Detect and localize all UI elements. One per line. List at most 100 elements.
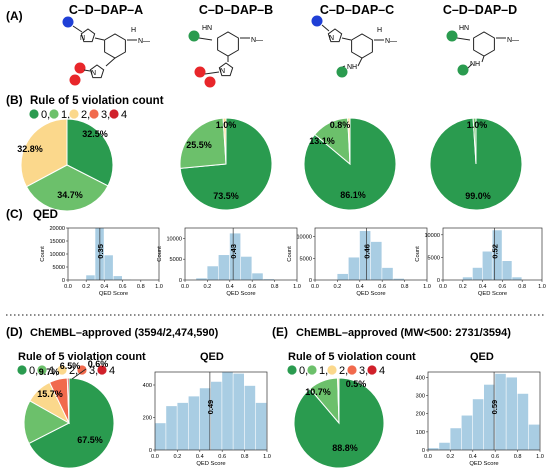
panel-label-d: (D) <box>6 325 23 339</box>
bond <box>481 55 485 63</box>
histogram-chembl: 0.49 0.0 0.2 0.4 0.6 0.8 1.0 0 200 400 QED Score <box>143 371 271 467</box>
atom-label: N— <box>138 38 150 45</box>
atom-label: N <box>91 70 96 77</box>
atom-label: N— <box>251 37 263 44</box>
y-tick-label: 400 <box>143 383 152 389</box>
atom-label: HN <box>202 25 212 32</box>
legend-swatch-4 <box>367 365 377 375</box>
bond <box>467 63 473 69</box>
pie-label: 1.0% <box>216 120 237 130</box>
y-tick-label: 5000 <box>300 256 312 262</box>
ro5-heading-e: Rule of 5 violation count <box>288 351 416 363</box>
green-substituent-b1 <box>188 30 200 42</box>
x-axis-label: QED Score <box>356 291 385 297</box>
y-tick-label: 10000 <box>296 235 312 241</box>
y-tick-label: 5000 <box>428 255 440 261</box>
histogram-b: 0.43 0.0 0.2 0.4 0.6 0.8 1.0 0 5000 10000 QED Scor… <box>157 227 301 297</box>
x-tick-label: 0.2 <box>334 284 342 290</box>
histogram-bar <box>207 266 218 280</box>
x-tick-label: 1.0 <box>155 284 163 290</box>
pie-label: 10.7% <box>305 387 331 397</box>
y-axis-label: Count <box>287 246 293 262</box>
histogram-bar <box>502 261 512 280</box>
legend-swatch-0 <box>29 109 39 119</box>
compound-title-d: C–D–DAP–D <box>443 3 517 17</box>
y-tick-label: 200 <box>416 412 425 418</box>
triazole-ring-a1 <box>80 28 96 43</box>
panel-label-e: (E) <box>272 325 288 339</box>
bond <box>456 37 471 41</box>
x-tick-label: 0.6 <box>218 454 226 460</box>
x-axis-label: QED Score <box>469 461 498 467</box>
pie-chart-mw500: 88.8% 10.7% 0.5% <box>293 377 385 469</box>
histogram-bar <box>263 279 274 280</box>
pie-slice-1 <box>25 164 109 212</box>
histogram-bar <box>495 373 506 450</box>
panel-label-c: (C) <box>6 207 23 221</box>
histogram-bar <box>188 396 200 450</box>
bond <box>72 25 83 33</box>
pie-label: 32.5% <box>82 129 108 139</box>
histogram-bar <box>177 402 188 450</box>
pie-label: 99.0% <box>465 191 491 201</box>
legend-swatch-1 <box>307 365 317 375</box>
x-tick-label: 0.0 <box>181 284 189 290</box>
legend-swatch-2 <box>57 365 67 375</box>
histogram-bar <box>348 257 360 280</box>
legend-label-3: 3, <box>89 365 98 377</box>
bond <box>94 37 105 41</box>
histogram-c: 0.46 0.0 0.2 0.4 0.6 0.8 1.0 0 5000 10000 QED Scor… <box>287 227 431 297</box>
histogram-bar <box>393 278 404 280</box>
pie-label: 32.8% <box>17 144 43 154</box>
legend-swatch-3 <box>77 365 87 375</box>
pie-slice-2 <box>337 377 340 424</box>
pie-chart-a: 32.5% 34.7% 32.8% <box>17 118 114 212</box>
histogram-bar <box>229 233 241 280</box>
legend-label-0: 0, <box>29 365 38 377</box>
y-tick-label: 0 <box>149 448 152 454</box>
triazole-ring-a2 <box>89 64 105 79</box>
panel-label-b: (B) <box>6 93 23 107</box>
pie-slice-0 <box>28 377 115 469</box>
x-tick-label: 0.6 <box>491 454 499 460</box>
red-substituent-2 <box>69 74 81 86</box>
legend-label-1: 1, <box>61 109 70 121</box>
x-tick-label: 0.6 <box>119 284 127 290</box>
histogram-bar <box>484 384 495 450</box>
legend-label-2: 2, <box>81 109 90 121</box>
x-tick-label: 1.0 <box>538 284 546 290</box>
x-tick-label: 0.8 <box>271 284 279 290</box>
legend-swatch-1 <box>49 109 59 119</box>
pie-label: 0.8% <box>330 120 351 130</box>
histogram-bar <box>528 424 540 450</box>
bond <box>341 37 352 41</box>
legend-swatch-2 <box>327 365 337 375</box>
panel-label-a: (A) <box>6 9 23 23</box>
legend-label-3: 3, <box>101 109 110 121</box>
red-substituent-1 <box>74 62 86 74</box>
pie-chart-c: 86.1% 13.1% 0.8% <box>303 117 397 211</box>
y-tick-label: 10000 <box>49 252 65 258</box>
legend-label-4: 4 <box>109 365 115 377</box>
histogram-bar <box>461 415 473 450</box>
atom-label: N <box>220 68 225 75</box>
triazole-ring-b <box>218 62 234 77</box>
x-tick-label: 0.0 <box>439 284 447 290</box>
triazole-ring-c <box>327 28 343 43</box>
x-tick-label: 0.6 <box>378 284 386 290</box>
atom-label: N— <box>507 37 519 44</box>
section-e-title: ChEMBL–approved (MW<500: 2731/3594) <box>296 327 511 339</box>
plot-frame <box>442 227 543 281</box>
pie-label: 6.5% <box>60 361 81 371</box>
x-tick-label: 0.0 <box>424 454 432 460</box>
benzene-ring-d <box>473 31 495 57</box>
median-label: 0.52 <box>490 244 499 259</box>
histogram-bar <box>241 256 252 280</box>
plot-frame <box>154 371 268 451</box>
x-tick-label: 0.8 <box>137 284 145 290</box>
histogram-bar <box>155 423 166 450</box>
histogram-bar <box>196 278 207 280</box>
red-substituent-b1 <box>194 66 206 78</box>
bond <box>105 57 116 67</box>
pie-label: 13.1% <box>309 136 335 146</box>
